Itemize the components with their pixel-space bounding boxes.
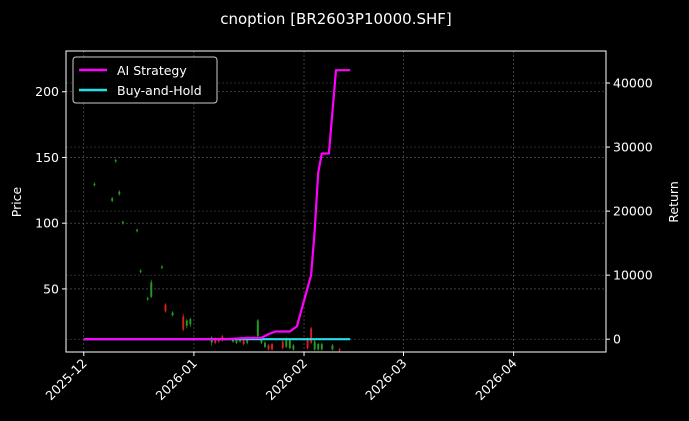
candle	[150, 279, 153, 299]
y2-tick-label: 40000	[613, 76, 653, 91]
candle-body	[182, 316, 185, 330]
candle-body	[310, 328, 313, 343]
candle	[171, 311, 174, 317]
candle	[271, 342, 274, 351]
candle-body	[292, 345, 295, 350]
y2-tick-label: 20000	[613, 204, 653, 219]
candle	[114, 158, 117, 163]
candle-body	[160, 266, 163, 268]
y-tick-label: 200	[35, 84, 59, 99]
candle	[185, 319, 188, 329]
plot-frame	[65, 50, 607, 353]
candle	[320, 342, 323, 351]
candle-body	[146, 298, 149, 300]
candle	[317, 342, 320, 351]
series-layer	[83, 69, 351, 341]
chart-title: cnoption [BR2603P10000.SHF]	[220, 10, 452, 28]
candle	[281, 340, 284, 350]
candle-body	[263, 342, 266, 347]
candle-body	[317, 344, 320, 350]
candle-body	[214, 338, 217, 343]
candle-body	[114, 160, 117, 162]
candle-body	[306, 338, 309, 349]
candle-body	[121, 221, 124, 224]
y-axis-right: 0 10000 20000 30000 40000	[606, 76, 653, 347]
candle	[164, 303, 167, 313]
series-line-ai-strategy	[83, 69, 351, 341]
candle	[189, 317, 192, 328]
y-tick-label: 50	[43, 281, 59, 296]
candle	[267, 344, 270, 351]
candle-body	[235, 340, 238, 343]
candle-body	[271, 344, 274, 350]
candle-body	[338, 349, 341, 351]
candle	[331, 344, 334, 351]
candle-body	[256, 320, 259, 337]
candle	[121, 220, 124, 225]
candle	[111, 196, 114, 203]
y-axis-title: Price	[9, 186, 24, 217]
candle	[292, 344, 295, 351]
candle	[136, 228, 139, 233]
candle	[288, 338, 291, 350]
y2-axis-title: Return	[666, 181, 681, 222]
candle	[256, 319, 259, 338]
candle	[118, 190, 121, 196]
candle-body	[185, 320, 188, 326]
candle	[146, 296, 149, 301]
candle-body	[285, 338, 288, 347]
y-axis-left: 50 100 150 200	[35, 84, 66, 296]
y2-tick-label: 0	[613, 332, 621, 347]
candle-body	[150, 282, 153, 297]
candle-body	[93, 183, 96, 186]
y-tick-label: 150	[35, 150, 59, 165]
candle-body	[260, 338, 263, 343]
candle-body	[331, 345, 334, 350]
candle	[182, 313, 185, 331]
legend-label-ai-strategy: AI Strategy	[117, 63, 187, 78]
candle	[263, 341, 266, 349]
candle-body	[164, 304, 167, 312]
candle-body	[111, 198, 114, 201]
candle-body	[171, 312, 174, 316]
legend: AI Strategy Buy-and-Hold	[72, 56, 218, 104]
candle-body	[139, 270, 142, 272]
candle-body	[320, 344, 323, 350]
candle-body	[136, 229, 139, 232]
candle	[338, 348, 341, 352]
y-tick-label: 100	[35, 216, 59, 231]
candle	[310, 327, 313, 345]
candle	[160, 265, 163, 270]
candle-body	[118, 191, 121, 195]
candle-body	[281, 341, 284, 349]
y2-tick-label: 30000	[613, 140, 653, 155]
candle-body	[288, 340, 291, 349]
candle-body	[242, 340, 245, 345]
legend-label-buy-and-hold: Buy-and-Hold	[117, 83, 202, 98]
y2-tick-label: 10000	[613, 268, 653, 283]
candle-body	[189, 319, 192, 325]
candle-body	[267, 345, 270, 350]
legend-box	[72, 56, 218, 104]
candle-body	[313, 341, 316, 350]
candle	[139, 269, 142, 274]
candle	[93, 182, 96, 187]
candle-body	[246, 340, 249, 343]
candle	[313, 340, 316, 351]
